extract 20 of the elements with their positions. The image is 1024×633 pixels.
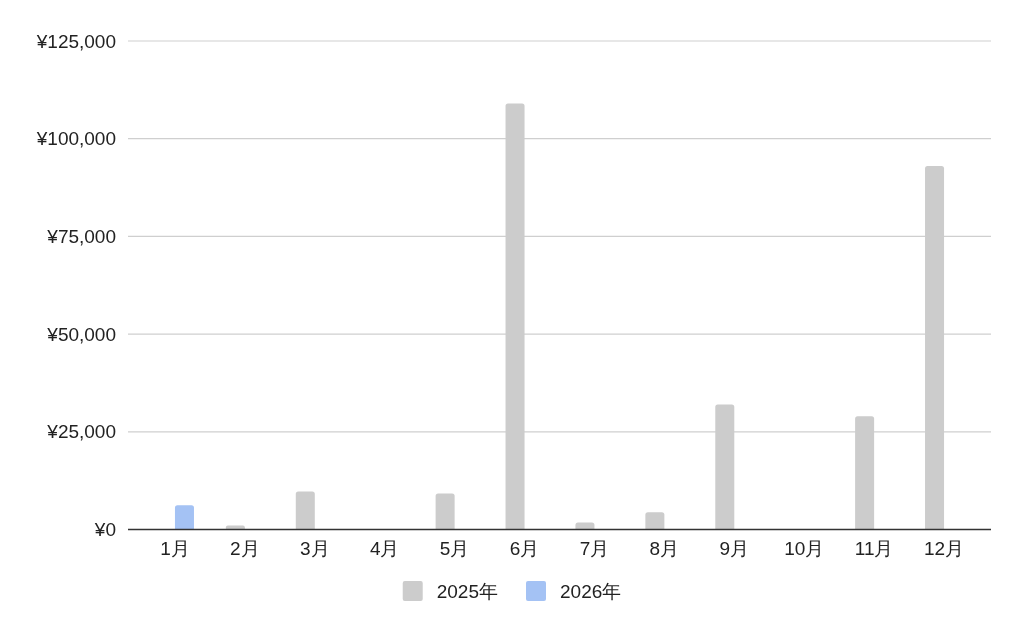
- y-tick: ¥50,000: [47, 323, 116, 345]
- y-tick: ¥100,000: [36, 128, 116, 150]
- x-tick: 12月: [923, 537, 965, 559]
- y-tick: ¥125,000: [36, 30, 116, 52]
- x-tick: 11月: [854, 537, 894, 559]
- x-tick: 2月: [230, 537, 260, 559]
- x-tick: 8月: [649, 537, 680, 559]
- x-tick: 10月: [784, 537, 825, 559]
- legend-label: 2026年: [560, 580, 622, 602]
- y-tick: ¥0: [94, 519, 116, 540]
- y-tick: ¥75,000: [47, 225, 116, 247]
- x-tick: 9月: [719, 537, 750, 559]
- legend-label: 2025年: [436, 580, 498, 602]
- x-tick: 1月: [160, 537, 190, 559]
- y-tick: ¥25,000: [47, 421, 116, 443]
- x-tick: 4月: [369, 537, 400, 559]
- x-tick: 7月: [579, 537, 610, 559]
- x-tick: 3月: [300, 537, 330, 559]
- x-tick: 6月: [509, 537, 540, 559]
- x-tick: 5月: [439, 537, 470, 559]
